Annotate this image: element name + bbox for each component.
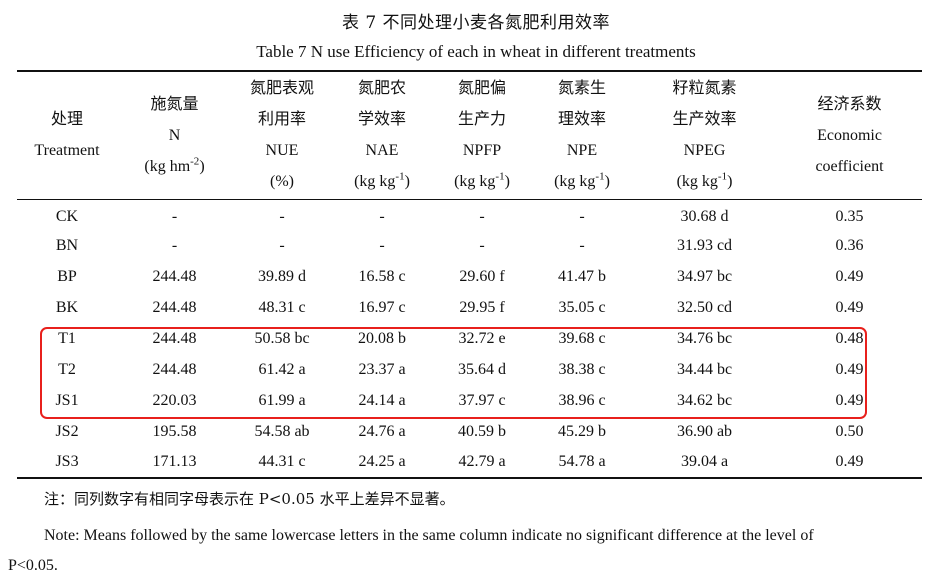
cell-nue: 39.89 d [258, 267, 306, 285]
table-row: JS1 220.03 61.99 a 24.14 a 37.97 c 38.96 c 34.… [17, 385, 922, 416]
table-row: JS3 171.13 44.31 c 24.25 a 42.79 a 54.78 a 39.… [17, 447, 922, 479]
header-n-rate: 施氮量 N (kg hm-2) [117, 70, 232, 200]
cell-n-rate: 171.13 [117, 447, 232, 479]
table-body: CK - - - - - 30.68 d 0.35 BN - - - - - 31.93 cd 0.36 BP 2… [17, 199, 922, 479]
cell-nae: 24.14 a [358, 391, 406, 409]
cell-npfp: 42.79 a [432, 447, 532, 479]
cell-economic-coefficient: 0.49 [835, 298, 864, 316]
cell-n-rate: 244.48 [152, 360, 197, 378]
cell-n-rate: - [171, 236, 178, 254]
cell-npe: 45.29 b [558, 422, 606, 440]
efficiency-table: 处理 Treatment 施氮量 N (kg hm-2) 氮肥表观 利用率 NUE (%… [17, 70, 922, 479]
note-english-line1: Note: Means followed by the same lowerca… [44, 527, 814, 544]
header-treatment: 处理 Treatment [17, 70, 117, 200]
cell-nue: 54.58 ab [254, 422, 310, 440]
note-chinese: 注：同列数字有相同字母表示在 P<0.05 水平上差异不显著。 [44, 490, 455, 508]
cell-npfp: - [479, 236, 485, 254]
cell-nue: 50.58 bc [254, 329, 310, 347]
cell-n-rate: 244.48 [152, 298, 197, 316]
table-title-english: Table 7 N use Efficiency of each in whea… [256, 42, 696, 61]
cell-nue: 61.99 a [258, 391, 306, 409]
table-row: BK 244.48 48.31 c 16.97 c 29.95 f 35.05 c 32.5… [17, 292, 922, 323]
note-english: Note: Means followed by the same lowerca… [8, 521, 924, 574]
cell-treatment: JS3 [17, 447, 117, 479]
cell-npeg: 34.76 bc [676, 329, 733, 347]
cell-economic-coefficient: 0.50 [835, 422, 864, 440]
cell-npeg: 34.97 bc [676, 267, 733, 285]
table-title-chinese: 表 7 不同处理小麦各氮肥利用效率 [341, 13, 611, 33]
cell-economic-coefficient: 0.49 [835, 267, 864, 285]
cell-n-rate: 244.48 [152, 267, 197, 285]
cell-npfp: 32.72 e [458, 329, 506, 347]
cell-economic-coefficient: 0.49 [835, 360, 864, 378]
note-english-line2: P<0.05. [8, 557, 58, 574]
table-row: T1 244.48 50.58 bc 20.08 b 32.72 e 39.68 c 34.… [17, 323, 922, 354]
cell-nae: 23.37 a [358, 360, 406, 378]
cell-npe: - [579, 207, 585, 225]
table-row: BP 244.48 39.89 d 16.58 c 29.60 f 41.47 b 34.9… [17, 261, 922, 292]
header-row: 处理 Treatment 施氮量 N (kg hm-2) 氮肥表观 利用率 NUE (%… [17, 70, 922, 200]
cell-npfp: 40.59 b [458, 422, 506, 440]
cell-npe: 35.05 c [558, 298, 606, 316]
table-row: BN - - - - - 31.93 cd 0.36 [17, 230, 922, 261]
highlight-box [40, 327, 867, 419]
cell-n-rate: - [171, 207, 178, 225]
header-economic-coefficient: 经济系数 Economic coefficient [777, 70, 922, 200]
header-npeg: 籽粒氮素 生产效率 NPEG (kg kg-1) [632, 70, 777, 200]
cell-economic-coefficient: 0.48 [835, 329, 864, 347]
header-npe: 氮素生 理效率 NPE (kg kg-1) [532, 70, 632, 200]
cell-npeg: 39.04 a [632, 447, 777, 479]
cell-npeg: 31.93 cd [676, 236, 733, 254]
cell-treatment: JS2 [55, 422, 79, 440]
cell-economic-coefficient: 0.49 [777, 447, 922, 479]
cell-nae: 16.97 c [358, 298, 406, 316]
cell-nae: 24.76 a [358, 422, 406, 440]
cell-npeg: 36.90 ab [676, 422, 733, 440]
cell-n-rate: 220.03 [152, 391, 197, 409]
cell-npeg: 32.50 cd [676, 298, 733, 316]
cell-economic-coefficient: 0.36 [835, 236, 864, 254]
cell-treatment: CK [55, 207, 79, 225]
cell-nue: 44.31 c [232, 447, 332, 479]
cell-npeg: 30.68 d [680, 207, 729, 225]
cell-nae: - [379, 236, 385, 254]
cell-npfp: 29.60 f [459, 267, 505, 285]
cell-nue: - [279, 236, 285, 254]
cell-treatment: JS1 [55, 391, 79, 409]
cell-treatment: BN [55, 236, 79, 254]
cell-treatment: BK [55, 298, 79, 316]
cell-treatment: T2 [58, 360, 76, 378]
cell-economic-coefficient: 0.49 [835, 391, 864, 409]
cell-nue: 48.31 c [258, 298, 306, 316]
cell-npe: 39.68 c [558, 329, 606, 347]
cell-npe: 38.96 c [558, 391, 606, 409]
header-nue: 氮肥表观 利用率 NUE (%) [232, 70, 332, 200]
header-npfp: 氮肥偏 生产力 NPFP (kg kg-1) [432, 70, 532, 200]
cell-npfp: 35.64 d [458, 360, 506, 378]
cell-npe: - [579, 236, 585, 254]
cell-treatment: BP [57, 267, 77, 285]
cell-npe: 54.78 a [532, 447, 632, 479]
cell-nue: - [279, 207, 285, 225]
cell-nae: 16.58 c [358, 267, 406, 285]
cell-npeg: 34.62 bc [676, 391, 733, 409]
cell-economic-coefficient: 0.35 [835, 207, 864, 225]
cell-npe: 41.47 b [558, 267, 606, 285]
table-row: T2 244.48 61.42 a 23.37 a 35.64 d 38.38 c 34.4… [17, 354, 922, 385]
cell-nae: - [379, 207, 385, 225]
cell-n-rate: 244.48 [152, 329, 197, 347]
header-nae: 氮肥农 学效率 NAE (kg kg-1) [332, 70, 432, 200]
table-row: JS2 195.58 54.58 ab 24.76 a 40.59 b 45.29 b 36… [17, 416, 922, 447]
cell-npfp: 37.97 c [458, 391, 506, 409]
table-row: CK - - - - - 30.68 d 0.35 [17, 199, 922, 230]
cell-npeg: 34.44 bc [676, 360, 733, 378]
cell-nue: 61.42 a [258, 360, 306, 378]
cell-nae: 20.08 b [358, 329, 406, 347]
cell-npfp: 29.95 f [459, 298, 505, 316]
cell-npe: 38.38 c [558, 360, 606, 378]
cell-treatment: T1 [58, 329, 76, 347]
cell-n-rate: 195.58 [152, 422, 197, 440]
cell-nae: 24.25 a [332, 447, 432, 479]
cell-npfp: - [479, 207, 485, 225]
